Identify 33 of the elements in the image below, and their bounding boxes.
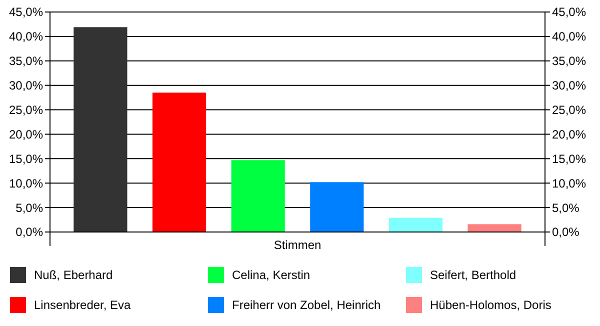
y-tick-label: 10,0% [8,176,44,190]
y-tick-label: 35,0% [8,54,44,68]
legend-label: Celina, Kerstin [232,268,310,282]
text: 15,0% [552,152,586,166]
text: 40,0% [552,30,586,44]
legend-label: Nuß, Eberhard [34,268,113,282]
text: 45,0% [552,5,586,20]
legend-label: Hüben-Holomos, Doris [430,298,552,312]
bar [310,182,364,232]
y-tick-label: 15,0% [8,152,44,166]
text: 35,0% [552,54,586,68]
y-tick-label: 25,0% [8,102,44,117]
text: 10,0% [552,176,586,190]
text: 0,0% [552,225,580,240]
y-tick-label: 20,0% [8,127,44,142]
text: 30,0% [552,78,586,93]
text: 5,0% [552,200,580,215]
bar [152,92,206,232]
bar [388,218,443,232]
y-tick-label: 40,0% [8,30,44,44]
bar [231,160,285,232]
y-tick-label: 45,0% [8,5,44,20]
legend-label: Linsenbreder, Eva [34,298,132,312]
y-tick-label: 5,0% [16,200,44,215]
x-tick-label: Stimmen [274,238,322,252]
text: 25,0% [552,102,586,117]
bar [468,224,522,232]
legend-label: Freiherr von Zobel, Heinrich [232,298,381,312]
y-tick-label: 0,0% [16,225,44,240]
text: 20,0% [552,127,586,142]
bar [74,27,128,232]
legend-label: Seifert, Berthold [430,268,516,282]
y-tick-label: 30,0% [8,78,44,93]
